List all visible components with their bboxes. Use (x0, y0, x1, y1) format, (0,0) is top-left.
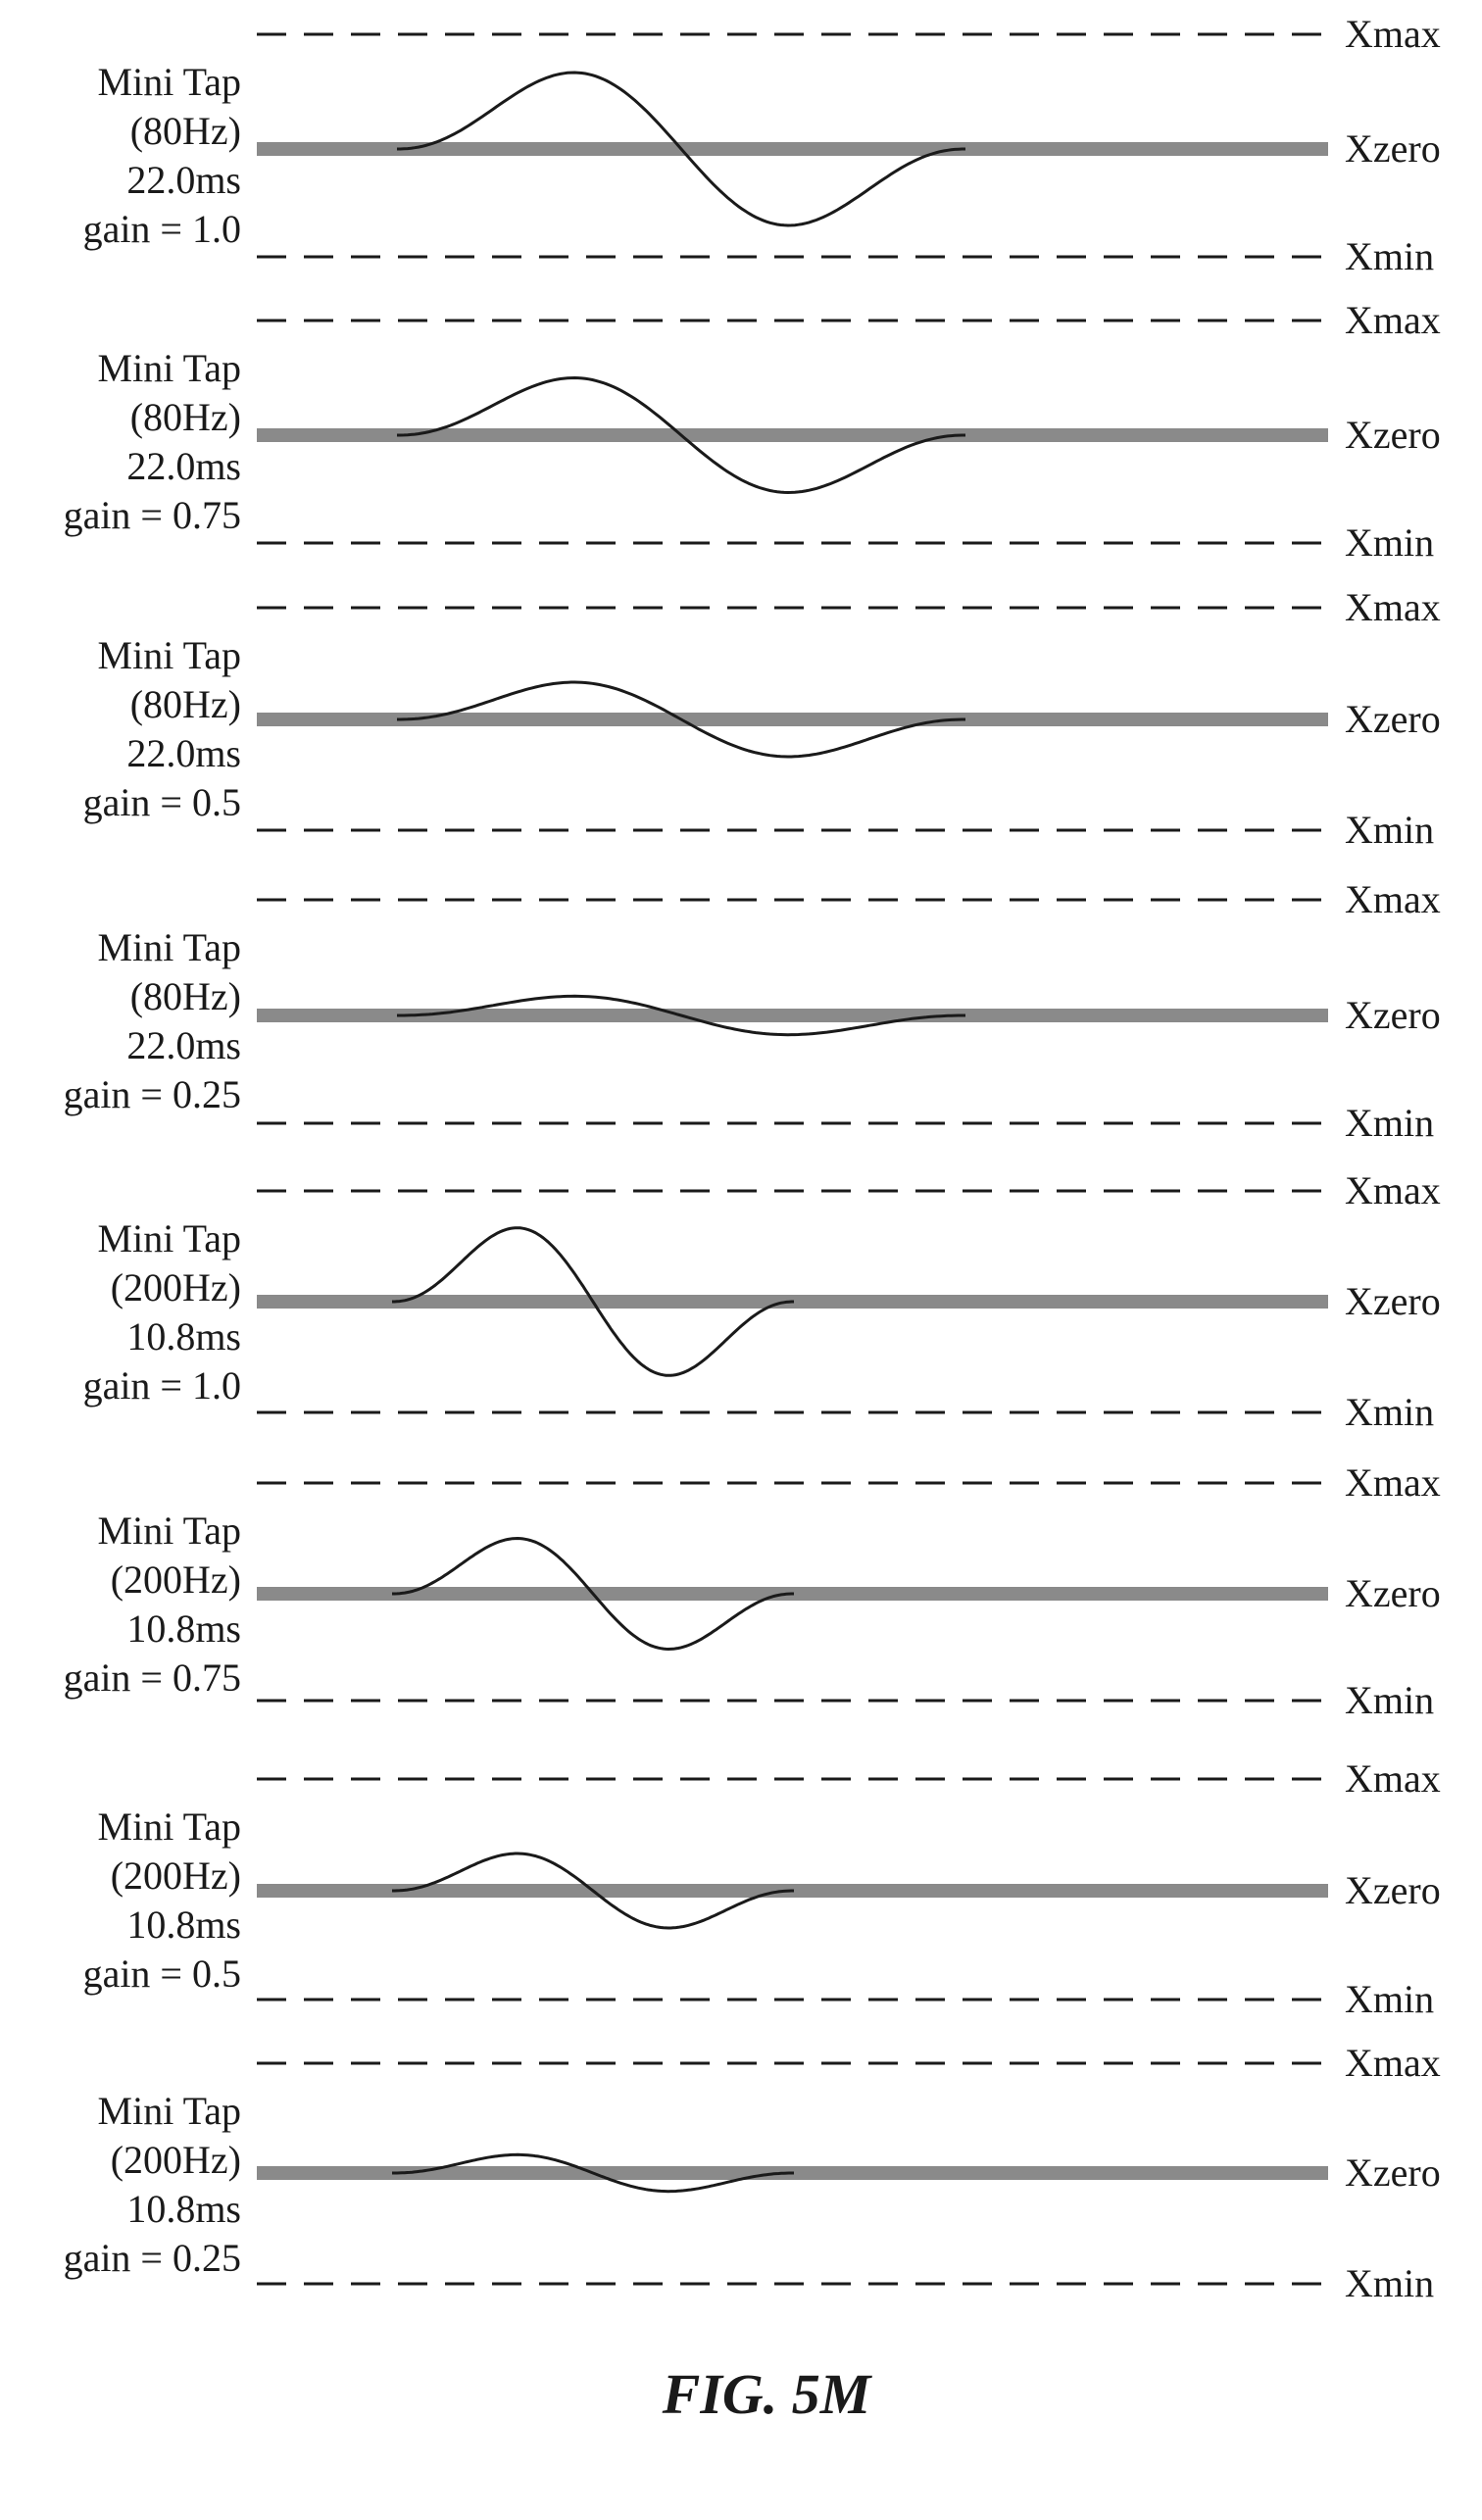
frequency-label: (80Hz) (130, 109, 241, 153)
waveform-curve (397, 994, 965, 1037)
tap-name-label: Mini Tap (98, 1508, 241, 1553)
xmax-label: Xmax (1345, 298, 1441, 342)
xzero-label: Xzero (1345, 1868, 1441, 1912)
xzero-label: Xzero (1345, 413, 1441, 457)
xmax-label: Xmax (1345, 1168, 1441, 1212)
waveform-panel: Mini Tap (80Hz) 22.0ms gain = 0.5 Xmax Xzero X… (83, 585, 1441, 852)
xmax-label: Xmax (1345, 877, 1441, 921)
xzero-label: Xzero (1345, 697, 1441, 741)
duration-label: 10.8ms (126, 1902, 241, 1947)
tap-name-label: Mini Tap (98, 1216, 241, 1260)
xmin-label: Xmin (1345, 1101, 1434, 1145)
frequency-label: (200Hz) (111, 1265, 241, 1309)
xmax-label: Xmax (1345, 585, 1441, 629)
waveform-panel: Mini Tap (80Hz) 22.0ms gain = 1.0 Xmax Xzero X… (83, 12, 1441, 278)
frequency-label: (80Hz) (130, 974, 241, 1018)
waveform-curve (397, 71, 965, 227)
xmax-label: Xmax (1345, 12, 1441, 56)
xmin-label: Xmin (1345, 1390, 1434, 1434)
duration-label: 10.8ms (126, 1314, 241, 1359)
xmax-label: Xmax (1345, 1756, 1441, 1801)
duration-label: 10.8ms (126, 1606, 241, 1651)
gain-label: gain = 0.25 (64, 2236, 241, 2280)
tap-name-label: Mini Tap (98, 346, 241, 390)
waveform-panel: Mini Tap (80Hz) 22.0ms gain = 0.75 Xmax Xzero… (64, 298, 1441, 565)
xmin-label: Xmin (1345, 1678, 1434, 1722)
tap-name-label: Mini Tap (98, 925, 241, 969)
tap-name-label: Mini Tap (98, 60, 241, 104)
xmin-label: Xmin (1345, 808, 1434, 852)
waveform-curve (392, 1226, 794, 1377)
gain-label: gain = 0.5 (83, 1952, 241, 1996)
tap-name-label: Mini Tap (98, 2089, 241, 2133)
xzero-label: Xzero (1345, 1571, 1441, 1615)
duration-label: 22.0ms (126, 444, 241, 488)
frequency-label: (200Hz) (111, 1557, 241, 1602)
xmin-label: Xmin (1345, 520, 1434, 565)
gain-label: gain = 0.75 (64, 1655, 241, 1700)
frequency-label: (80Hz) (130, 395, 241, 439)
waveform-curve (397, 680, 965, 759)
xmin-label: Xmin (1345, 1977, 1434, 2021)
xmax-label: Xmax (1345, 1460, 1441, 1505)
xzero-label: Xzero (1345, 126, 1441, 171)
frequency-label: (200Hz) (111, 2138, 241, 2182)
xzero-label: Xzero (1345, 2150, 1441, 2195)
frequency-label: (80Hz) (130, 682, 241, 726)
xzero-label: Xzero (1345, 1279, 1441, 1323)
xzero-label: Xzero (1345, 993, 1441, 1037)
waveform-curve (392, 2152, 794, 2194)
waveform-panel: Mini Tap(200Hz)10.8ms gain = 0.5 Xmax Xzero… (83, 1756, 1441, 2021)
waveform-panel: Mini Tap (200Hz) 10.8ms gain = 0.25 Xmax Xzer… (64, 2041, 1441, 2305)
gain-label: gain = 0.75 (64, 493, 241, 537)
duration-label: 22.0ms (126, 731, 241, 775)
xmin-label: Xmin (1345, 234, 1434, 278)
waveform-panel: Mini Tap (80Hz) 22.0ms gain = 0.25 Xmax Xzero… (64, 877, 1441, 1145)
duration-label: 22.0ms (126, 1023, 241, 1067)
gain-label: gain = 0.5 (83, 780, 241, 824)
duration-label: 22.0ms (126, 158, 241, 202)
xmax-label: Xmax (1345, 2041, 1441, 2085)
waveform-curve (397, 375, 965, 495)
gain-label: gain = 1.0 (83, 1363, 241, 1408)
tap-name-label: Mini Tap (98, 633, 241, 677)
figure-caption: FIG. 5M (662, 2362, 873, 2426)
frequency-label: (200Hz) (111, 1853, 241, 1898)
duration-label: 10.8ms (126, 2187, 241, 2231)
gain-label: gain = 1.0 (83, 207, 241, 251)
xmin-label: Xmin (1345, 2261, 1434, 2305)
gain-label: gain = 0.25 (64, 1072, 241, 1116)
tap-name-label: Mini Tap (98, 1804, 241, 1849)
waveform-curve (392, 1536, 794, 1652)
waveform-curve (392, 1852, 794, 1930)
